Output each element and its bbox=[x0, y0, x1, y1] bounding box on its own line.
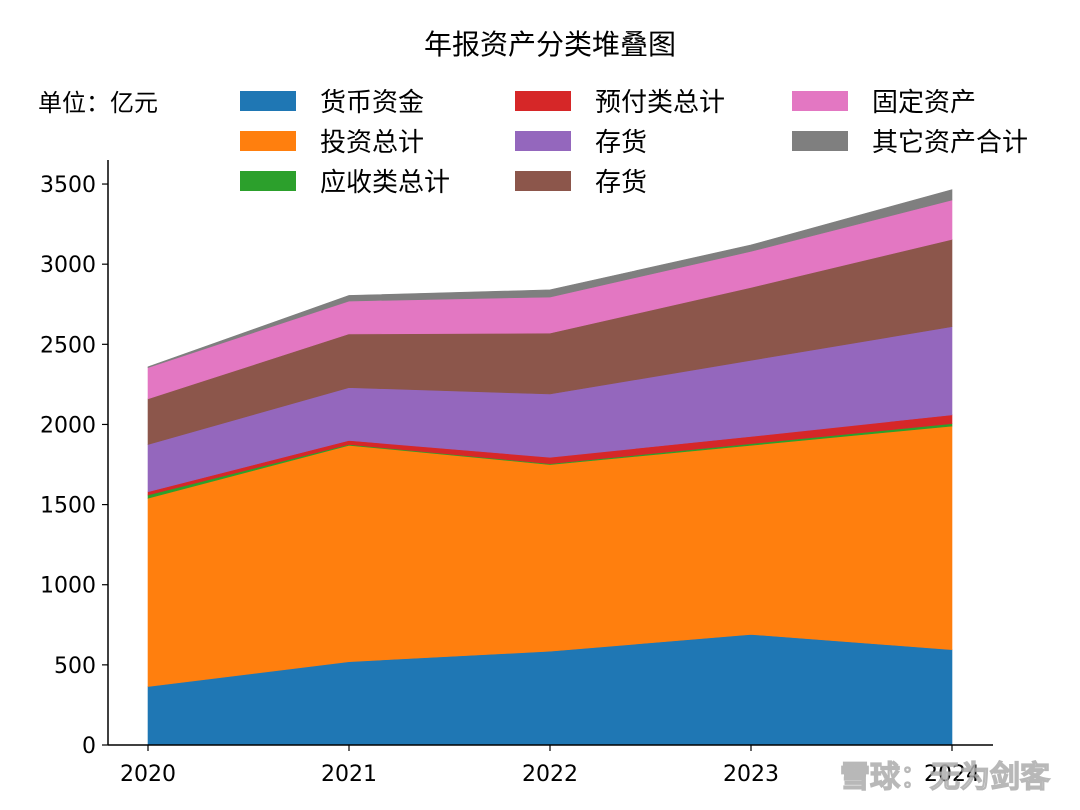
x-tick-label: 2024 bbox=[924, 762, 980, 787]
legend-swatch bbox=[240, 131, 296, 151]
y-tick-label: 500 bbox=[54, 654, 96, 679]
area-series-8 bbox=[147, 189, 953, 368]
legend-label: 存货 bbox=[595, 168, 647, 198]
watermark-text: 雪球：无为剑客 bbox=[840, 760, 1050, 795]
watermark: 雪球：无为剑客 bbox=[839, 759, 1050, 795]
x-tick-label: 2023 bbox=[723, 762, 779, 787]
legend-swatch bbox=[515, 131, 571, 151]
legend-swatch bbox=[240, 171, 296, 191]
y-tick-label: 2500 bbox=[40, 333, 96, 358]
areas-layer bbox=[147, 189, 953, 746]
labels-layer: 年报资产分类堆叠图 单位：亿元 bbox=[38, 28, 676, 117]
legend-label: 预付类总计 bbox=[595, 88, 725, 118]
legend-label: 货币资金 bbox=[320, 88, 424, 118]
y-tick-label: 0 bbox=[82, 734, 96, 759]
legend-swatch bbox=[240, 91, 296, 111]
y-tick-label: 3000 bbox=[40, 253, 96, 278]
legend-swatch bbox=[792, 91, 848, 111]
legend-label: 固定资产 bbox=[872, 88, 976, 118]
legend-label: 应收类总计 bbox=[320, 168, 450, 198]
legend-label: 投资总计 bbox=[320, 128, 424, 158]
y-tick-label: 3500 bbox=[40, 173, 96, 198]
y-tick-label: 1500 bbox=[40, 494, 96, 519]
x-tick-label: 2022 bbox=[522, 762, 578, 787]
chart-title: 年报资产分类堆叠图 bbox=[424, 28, 676, 61]
legend-swatch bbox=[792, 131, 848, 151]
y-tick-label: 2000 bbox=[40, 413, 96, 438]
x-tick-label: 2020 bbox=[120, 762, 176, 787]
axes-layer: 0 500 1000 1500 2000 2500 3000 3500 2020 2021 2022… bbox=[40, 160, 993, 787]
unit-label: 单位：亿元 bbox=[38, 89, 158, 117]
legend-swatch bbox=[515, 171, 571, 191]
legend-label: 存货 bbox=[595, 128, 647, 158]
x-tick-label: 2021 bbox=[321, 762, 377, 787]
legend-label: 其它资产合计 bbox=[872, 128, 1028, 158]
y-tick-label: 1000 bbox=[40, 574, 96, 599]
legend-swatch bbox=[515, 91, 571, 111]
